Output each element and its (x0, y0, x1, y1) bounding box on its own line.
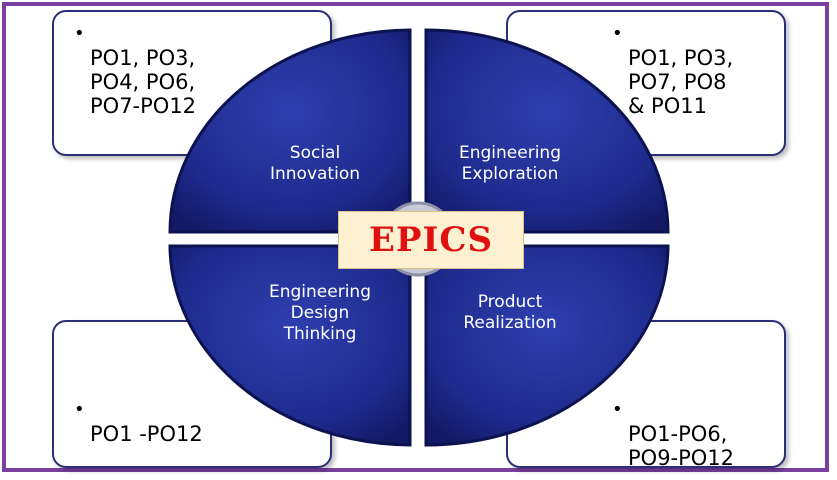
note-content: PO1 -PO12 (90, 422, 203, 446)
note-text-top-left: • PO1, PO3, PO4, PO6, PO7-PO12 (74, 22, 197, 118)
note-text-top-right: • PO1, PO3, PO7, PO8 & PO11 (612, 22, 734, 118)
quadrant-label-social-innovation: Social Innovation (269, 143, 360, 184)
bullet-icon: • (74, 399, 85, 420)
note-content: PO1, PO3, PO4, PO6, PO7-PO12 (90, 46, 197, 118)
bullet-icon: • (74, 23, 85, 44)
center-title: EPICS (369, 220, 493, 260)
note-text-bottom-left: • PO1 -PO12 (74, 398, 203, 446)
quadrant-bottom-right (424, 244, 670, 447)
quadrant-top-left (168, 28, 412, 234)
note-content: PO1, PO3, PO7, PO8 & PO11 (628, 46, 734, 118)
quadrant-label-product-realization: Product Realization (463, 292, 557, 333)
quadrant-label-engineering-exploration: Engineering Exploration (459, 143, 561, 184)
bullet-icon: • (612, 399, 623, 420)
note-box-top-left: • PO1, PO3, PO4, PO6, PO7-PO12 (52, 10, 332, 156)
quadrant-bottom-left (168, 244, 412, 447)
quadrant-label-engineering-design-thinking: Engineering Design Thinking (269, 282, 371, 344)
note-content: PO1-PO6, PO9-PO12 (628, 422, 735, 470)
center-title-box: EPICS (338, 211, 524, 269)
bullet-icon: • (612, 23, 623, 44)
quadrant-top-right (424, 28, 670, 234)
note-text-bottom-right: • PO1-PO6, PO9-PO12 (612, 398, 735, 470)
